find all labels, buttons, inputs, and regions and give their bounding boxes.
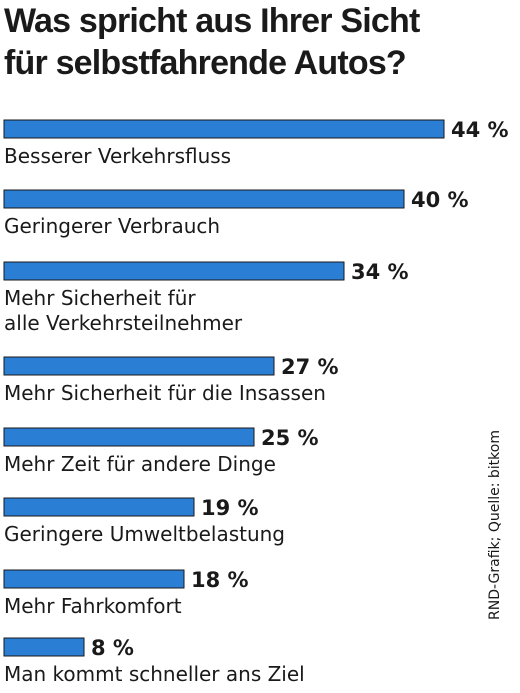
value-label: 40 % — [411, 188, 469, 212]
category-label: Geringerer Verbrauch — [4, 214, 220, 238]
bar — [3, 189, 405, 209]
value-label: 27 % — [281, 355, 339, 379]
chart-title-line-2: für selbstfahrende Autos? — [4, 44, 407, 82]
value-label: 34 % — [351, 260, 409, 284]
category-label: Mehr Fahrkomfort — [4, 594, 182, 618]
value-label: 19 % — [201, 496, 259, 520]
value-label: 18 % — [191, 568, 249, 592]
value-label: 8 % — [91, 636, 134, 660]
value-label: 25 % — [261, 426, 319, 450]
bar — [3, 497, 195, 517]
category-label: Geringere Umweltbelastung — [4, 522, 285, 546]
category-label: Mehr Sicherheit für die Insassen — [4, 381, 326, 405]
bar — [3, 637, 85, 657]
bar — [3, 119, 445, 139]
category-label: Mehr Zeit für andere Dinge — [4, 452, 276, 476]
bar — [3, 261, 345, 281]
source-note: RND-Grafik; Quelle: bitkom — [487, 430, 503, 620]
bar — [3, 427, 255, 447]
category-label: alle Verkehrsteilnehmer — [4, 311, 243, 335]
category-label: Man kommt schneller ans Ziel — [4, 662, 305, 686]
chart-title: Was spricht aus Ihrer Sicht für selbstfa… — [4, 0, 514, 84]
category-label: Mehr Sicherheit für — [4, 286, 196, 310]
chart-title-line-1: Was spricht aus Ihrer Sicht — [4, 2, 420, 40]
bar — [3, 356, 275, 376]
value-label: 44 % — [451, 118, 509, 142]
bar — [3, 569, 185, 589]
category-label: Besserer Verkehrsfluss — [4, 144, 231, 168]
